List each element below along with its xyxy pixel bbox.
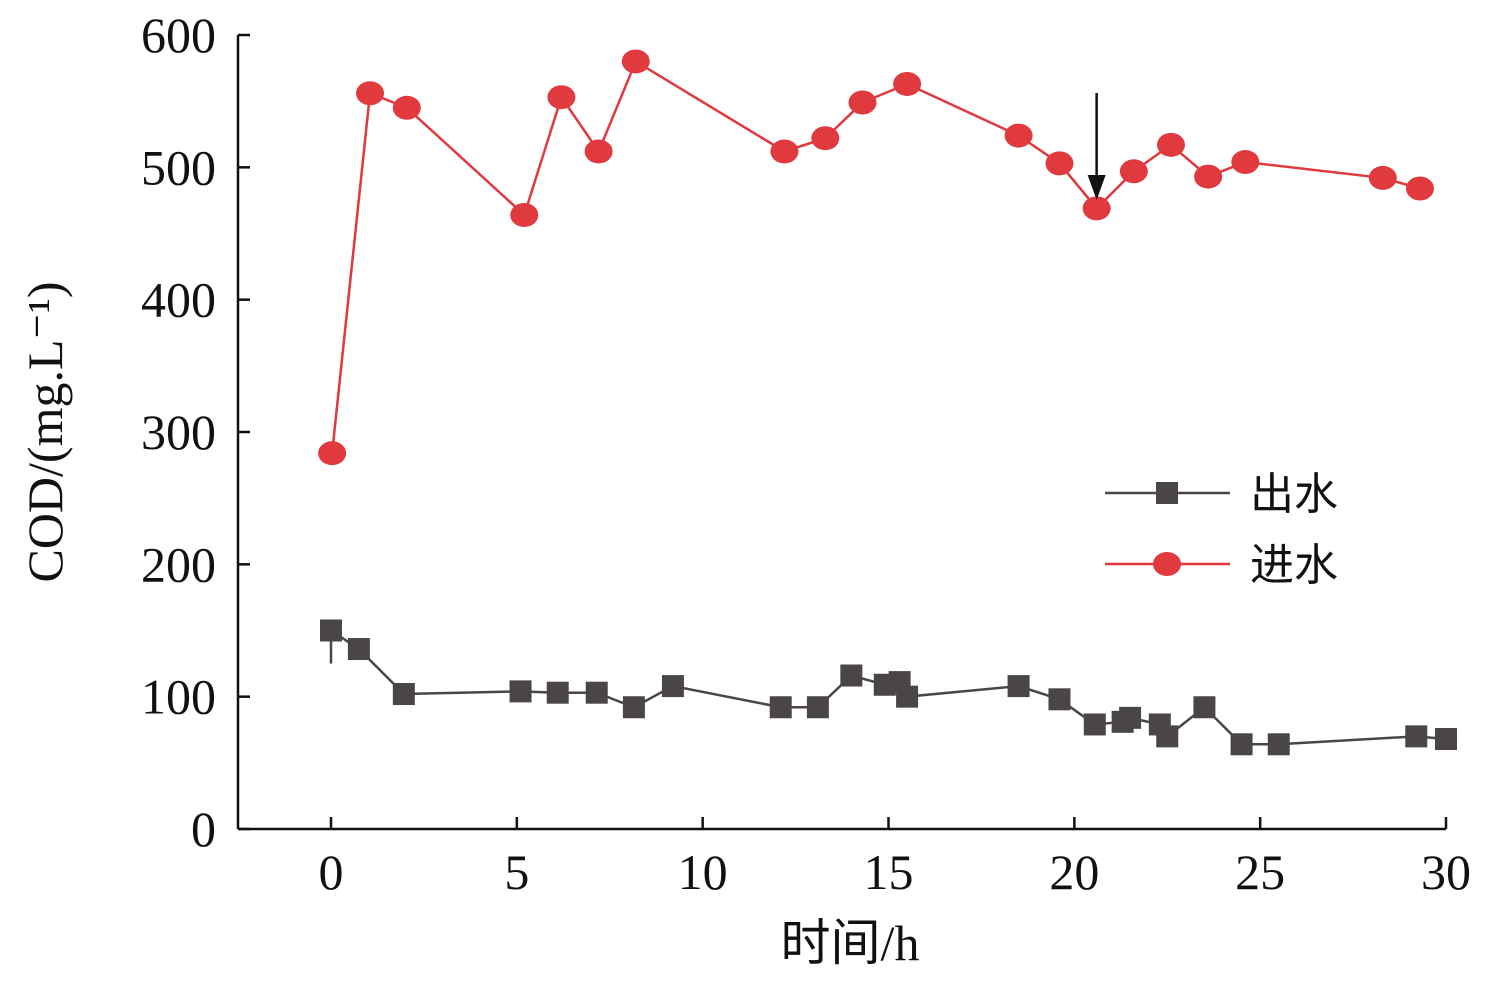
data-point-influent (1368, 165, 1397, 190)
data-point-effluent (347, 638, 370, 661)
arrow-annotation-head (1087, 175, 1106, 200)
data-point-effluent (896, 685, 919, 708)
data-point-influent (848, 90, 877, 115)
legend-label-influent: 进水 (1250, 540, 1338, 591)
data-point-influent (584, 139, 613, 164)
data-point-effluent (1193, 696, 1216, 719)
data-point-effluent (392, 683, 415, 706)
data-point-influent (1004, 123, 1033, 148)
data-point-effluent (1267, 733, 1290, 756)
data-point-effluent (622, 696, 645, 719)
y-tick-label: 200 (141, 536, 216, 592)
data-point-influent (1156, 132, 1185, 157)
data-point-influent (770, 139, 799, 164)
x-tick-label: 5 (504, 844, 529, 900)
legend-marker-square (1156, 482, 1178, 504)
data-point-effluent (585, 681, 608, 704)
x-tick-label: 0 (319, 844, 344, 900)
legend-label-effluent: 出水 (1250, 469, 1338, 520)
y-tick-label: 0 (191, 801, 216, 857)
data-point-influent (392, 95, 421, 120)
data-point-influent (1405, 176, 1434, 201)
data-point-effluent (1230, 733, 1253, 756)
data-point-influent (1119, 159, 1148, 184)
data-point-influent (356, 81, 385, 106)
data-point-effluent (661, 675, 684, 698)
legend: 出水 进水 (1105, 469, 1338, 591)
data-point-influent (547, 85, 576, 110)
data-point-influent (510, 202, 539, 227)
data-point-effluent (1048, 688, 1071, 711)
series-line-influent (330, 59, 1421, 454)
data-point-influent (811, 126, 840, 151)
data-point-effluent (1435, 728, 1457, 751)
series-layer (318, 49, 1457, 756)
data-point-effluent (546, 681, 569, 704)
data-point-influent (1231, 150, 1260, 175)
data-point-influent (1082, 196, 1111, 221)
x-axis-label: 时间/h (781, 915, 920, 971)
x-tick-label: 15 (864, 844, 914, 900)
data-point-influent (1194, 164, 1223, 189)
y-axis-label: COD/(mg.L⁻¹) (17, 281, 73, 582)
data-point-effluent (509, 680, 532, 703)
axes (236, 33, 1448, 831)
data-point-effluent (1083, 713, 1106, 736)
data-point-effluent (1007, 675, 1030, 698)
y-tick-label: 300 (141, 404, 216, 460)
data-point-effluent (806, 696, 829, 719)
data-point-influent (621, 49, 650, 74)
data-point-effluent (1156, 725, 1179, 748)
data-point-influent (1045, 151, 1074, 176)
x-tick-label: 25 (1235, 844, 1285, 900)
y-tick-label: 500 (141, 139, 216, 195)
data-point-effluent (1405, 725, 1428, 748)
y-tick-label: 600 (141, 7, 216, 63)
data-point-influent (893, 71, 922, 96)
data-point-influent (318, 441, 347, 466)
y-tick-label: 100 (141, 669, 216, 725)
legend-marker-circle (1153, 552, 1181, 576)
data-point-effluent (840, 664, 863, 687)
x-tick-label: 30 (1421, 844, 1471, 900)
data-point-effluent (1119, 706, 1142, 729)
x-tick-label: 20 (1049, 844, 1099, 900)
tick-labels: 0 100 200 300 400 500 600 0 5 10 15 20 25 30 (141, 7, 1471, 900)
y-tick-label: 400 (141, 272, 216, 328)
data-point-effluent (320, 619, 342, 642)
x-tick-label: 10 (678, 844, 728, 900)
data-point-effluent (769, 696, 792, 719)
